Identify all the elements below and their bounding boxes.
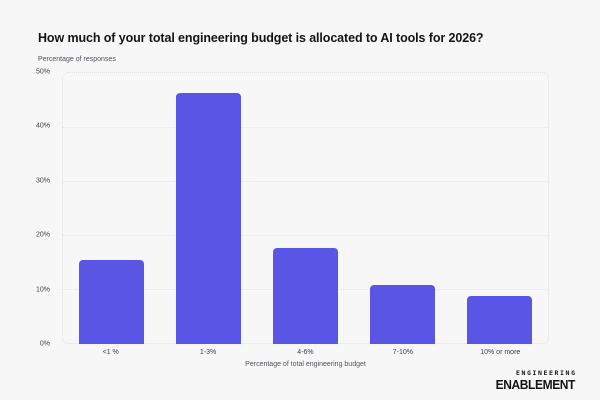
x-tick-label: <1 % <box>102 349 119 356</box>
x-axis-ticks: <1 % 1-3% 4-6% 7-10% 10% or more <box>62 349 549 356</box>
bar <box>175 92 242 344</box>
y-axis-ticks: 50% 40% 30% 20% 10% 0% <box>0 68 56 348</box>
x-tick-label: 4-6% <box>297 349 314 356</box>
logo-line-engineering: ENGINEERING <box>515 369 577 377</box>
y-tick-label: 10% <box>35 286 50 294</box>
y-tick-label: 30% <box>35 177 50 185</box>
chart-title: How much of your total engineering budge… <box>38 31 484 45</box>
gridline <box>63 235 548 236</box>
x-tick-label: 7-10% <box>392 349 413 356</box>
plot-area <box>62 72 549 344</box>
x-tick-label: 10% or more <box>480 349 521 356</box>
bar-slot <box>160 73 257 344</box>
bar-slot <box>451 73 548 344</box>
bar <box>466 296 533 344</box>
logo-line-enablement: ENABLEMENT <box>495 376 576 392</box>
bar <box>272 248 339 344</box>
bar <box>78 260 145 344</box>
gridline <box>63 181 548 182</box>
x-tick-label: 1-3% <box>199 349 217 356</box>
bar-slot <box>257 73 354 344</box>
x-axis-title: Percentage of total engineering budget <box>245 361 366 368</box>
bar <box>369 284 436 344</box>
y-tick-label: 0% <box>39 340 50 348</box>
y-tick-label: 20% <box>35 231 50 239</box>
y-tick-label: 50% <box>35 68 50 76</box>
bars <box>63 73 548 344</box>
gridline <box>63 127 548 128</box>
y-tick-label: 40% <box>35 122 50 130</box>
y-axis-title: Percentage of responses <box>38 56 116 63</box>
bar-slot <box>63 73 160 344</box>
brand-logo: ENGINEERING ENABLEMENT <box>495 369 577 392</box>
bar-slot <box>354 73 451 344</box>
